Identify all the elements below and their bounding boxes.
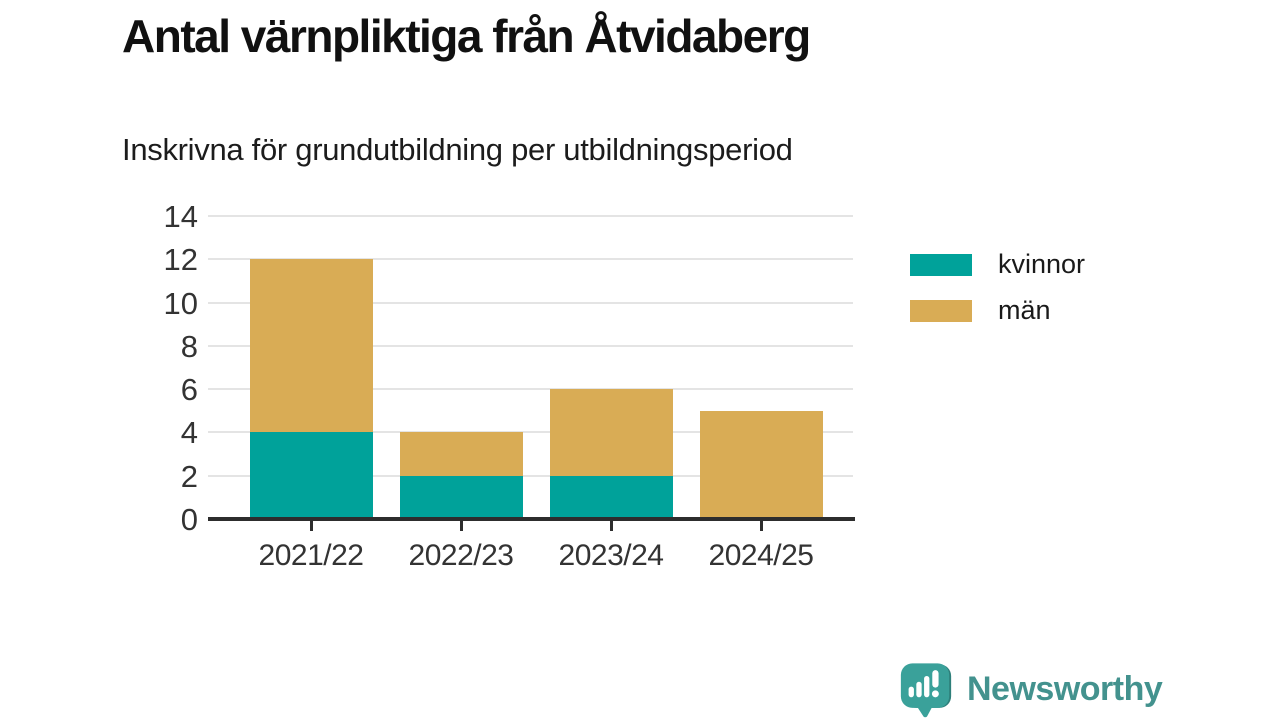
bar-segment-män-2022/23 xyxy=(399,432,523,476)
y-tick-label: 6 xyxy=(180,372,198,408)
newsworthy-logo-icon xyxy=(900,663,952,718)
x-tick-mark xyxy=(309,517,313,531)
legend-label: kvinnor xyxy=(998,249,1086,279)
x-tick-label: 2023/24 xyxy=(558,539,664,572)
y-tick-label: 14 xyxy=(163,199,198,234)
chart-subtitle: Inskrivna för grundutbildning per utbild… xyxy=(122,132,793,167)
y-tick-label: 10 xyxy=(163,285,198,321)
x-tick-mark xyxy=(759,517,763,531)
gridline-y-6 xyxy=(208,388,853,391)
legend-swatch-kvinnor xyxy=(910,253,972,276)
legend-item-kvinnor: kvinnor xyxy=(910,251,1085,278)
y-tick-label: 12 xyxy=(163,242,198,278)
x-axis-line xyxy=(208,517,855,521)
x-tick-label: 2021/22 xyxy=(258,539,364,572)
legend-swatch-män xyxy=(910,299,972,322)
gridline-y-8 xyxy=(208,344,853,347)
gridline-y-4 xyxy=(208,431,853,434)
gridline-y-10 xyxy=(208,301,853,304)
x-tick-mark xyxy=(609,517,613,531)
x-tick-mark xyxy=(459,517,463,531)
legend-item-män: män xyxy=(910,297,1051,324)
bar-segment-män-2024/25 xyxy=(699,410,823,519)
y-tick-label: 8 xyxy=(180,328,198,364)
chart-title: Antal värnpliktiga från Åtvidaberg xyxy=(122,10,811,62)
gridline-y-12 xyxy=(208,258,853,261)
legend-label: män xyxy=(998,295,1051,325)
x-tick-label: 2024/25 xyxy=(708,539,814,572)
bar-segment-kvinnor-2022/23 xyxy=(399,475,523,519)
gridline-y-2 xyxy=(208,474,853,477)
brand-footer: Newsworthy xyxy=(897,661,1163,718)
y-tick-label: 0 xyxy=(180,502,198,537)
bar-segment-kvinnor-2021/22 xyxy=(249,432,373,519)
gridline-y-14 xyxy=(208,215,853,217)
bar-segment-män-2021/22 xyxy=(249,259,373,433)
y-tick-label: 4 xyxy=(180,415,198,451)
y-tick-label: 2 xyxy=(180,458,198,494)
bar-segment-kvinnor-2023/24 xyxy=(549,475,673,519)
brand-name: Newsworthy xyxy=(967,670,1163,708)
bar-segment-män-2023/24 xyxy=(549,389,673,476)
x-tick-label: 2022/23 xyxy=(408,539,514,572)
